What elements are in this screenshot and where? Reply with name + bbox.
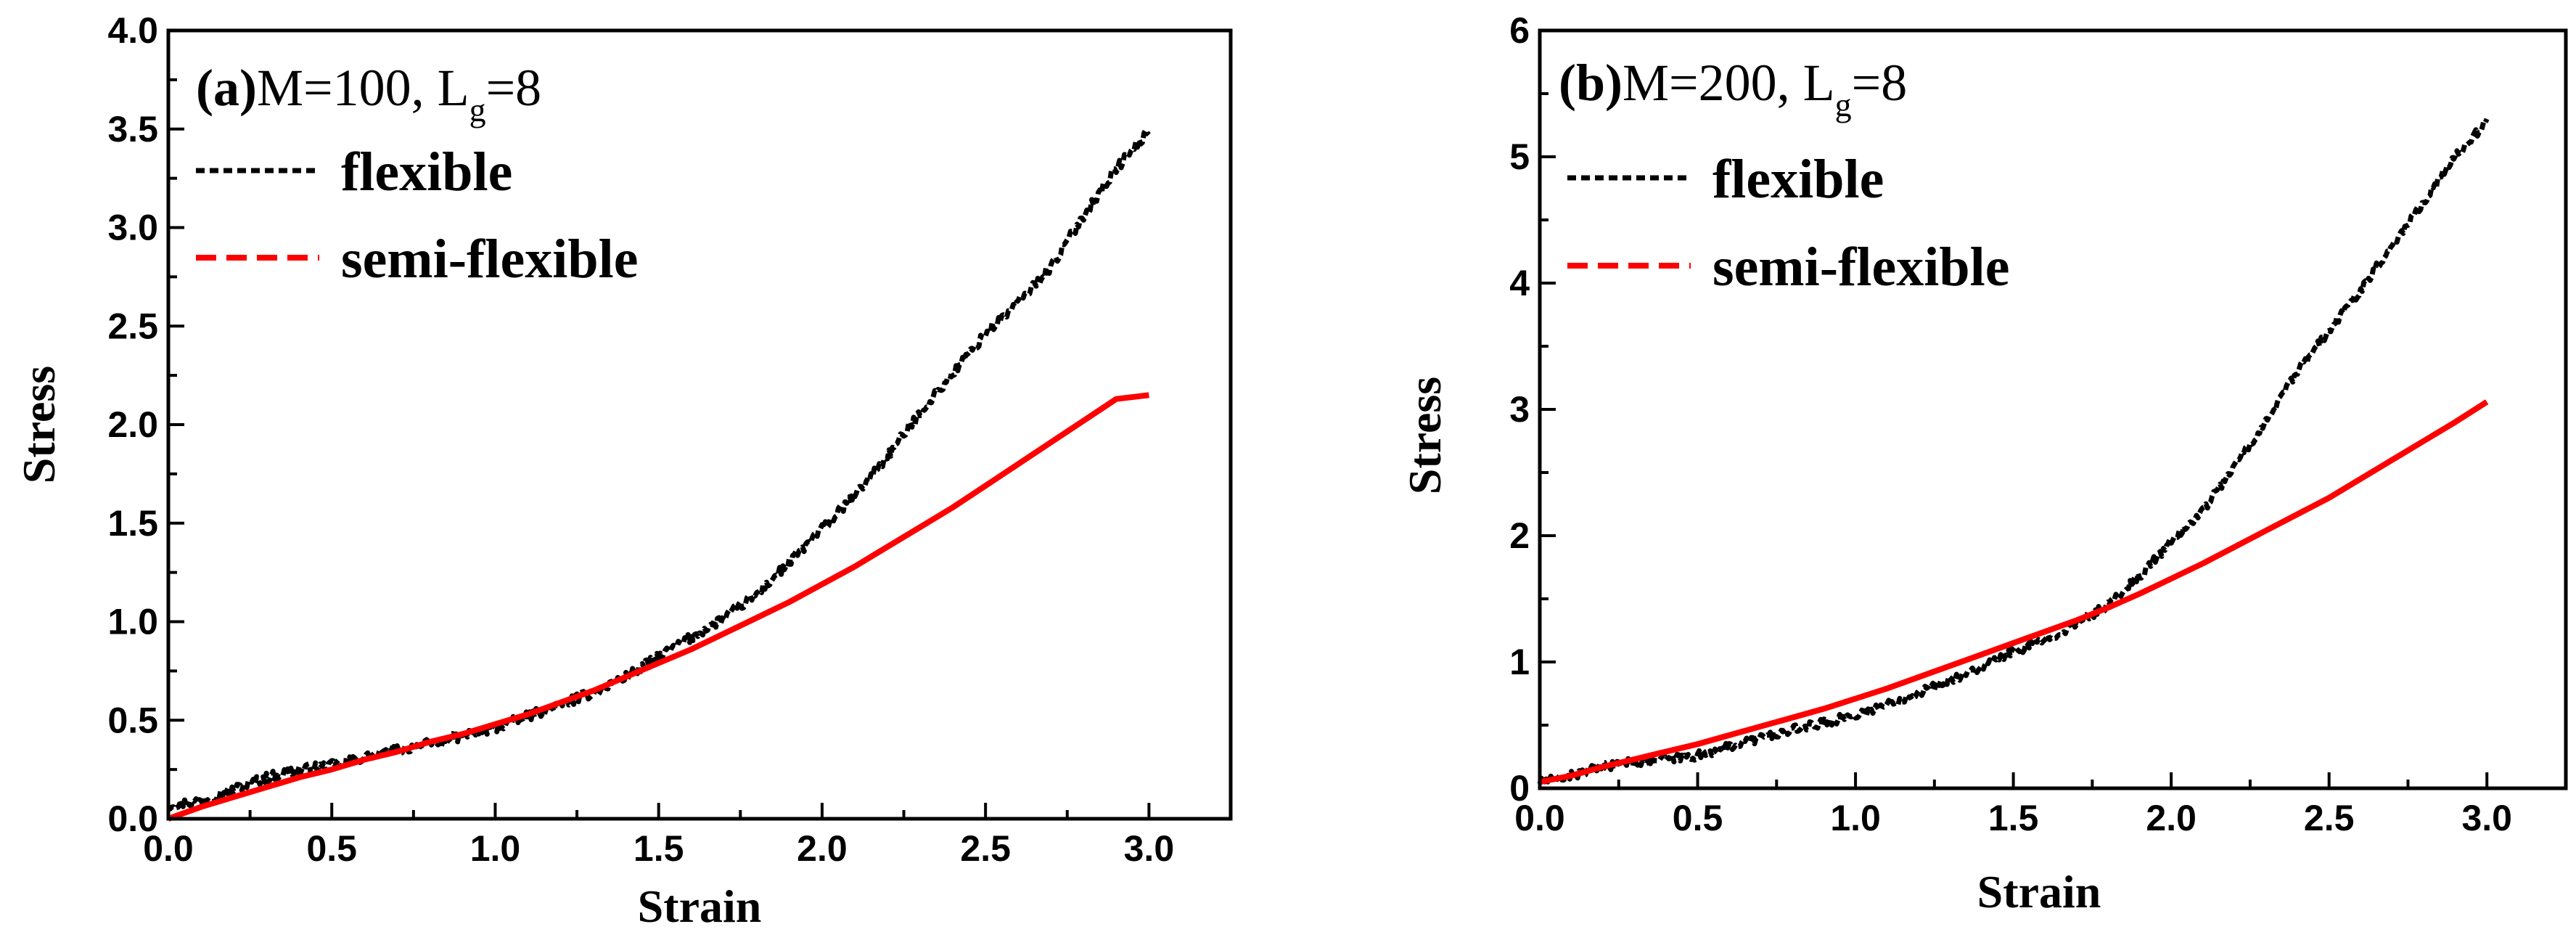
panel-a-x-tick-label: 2.0	[797, 828, 848, 869]
panel-a-y-axis-label: Stress	[13, 366, 65, 483]
panel-b-params-prefix: M=200, L	[1623, 54, 1835, 112]
panel-b-plot-frame	[1538, 28, 2568, 790]
panel-a-x-tick-label: 0.5	[306, 828, 357, 869]
panel-b-legend-flexible-label: flexible	[1712, 149, 1884, 210]
panel-a-chart: 0.0 0.5 1.0 1.5 2.0 2.5 3.0 0.0 0.5 1.0 1.5 2.0 2.5 3…	[13, 10, 1233, 932]
panel-a-title: (a)M=100, Lg=8	[196, 59, 541, 128]
panel-a-y-tick-label: 3.5	[107, 109, 158, 150]
panel-b-title: (b)M=200, Lg=8	[1559, 54, 1907, 123]
panel-a-legend-flexible-label: flexible	[341, 142, 512, 203]
panel-b-tag: (b)	[1559, 54, 1623, 112]
panel-b-y-tick-label: 0	[1509, 768, 1530, 809]
panel-a-series-flexible	[166, 127, 1151, 812]
panel-a-x-tick-label: 3.0	[1124, 828, 1175, 869]
panel-a-x-tick-label: 0.0	[143, 828, 194, 869]
panel-a-x-axis-label: Strain	[638, 880, 762, 932]
panel-b-params-suffix: =8	[1852, 54, 1908, 112]
panel-a-params-subscript: g	[469, 91, 486, 128]
panel-b-series	[1537, 118, 2490, 785]
panel-a-params-suffix: =8	[486, 59, 542, 117]
panel-b-y-tick-label: 2	[1509, 515, 1530, 556]
panel-b-x-tick-label: 0.5	[1673, 798, 1723, 838]
panel-b-x-axis-label: Strain	[1977, 866, 2101, 917]
panel-b-y-tick-label: 5	[1509, 136, 1530, 177]
panel-a-y-tick-label: 2.0	[107, 404, 158, 445]
panel-b-params-subscript: g	[1835, 86, 1852, 123]
panel-a-y-tick-label: 1.0	[107, 602, 158, 642]
panel-a-series-semi-flexible	[167, 392, 1149, 822]
panel-b-y-tick-label: 3	[1509, 389, 1530, 430]
panel-b-y-axis-label: Stress	[1399, 377, 1451, 494]
panel-b-legend-semi-flexible-label: semi-flexible	[1712, 237, 2009, 298]
panel-a-tag: (a)	[196, 59, 257, 117]
panel-a-y-tick-label: 0.0	[107, 798, 158, 839]
panel-a-ticks: 0.0 0.5 1.0 1.5 2.0 2.5 3.0 0.0 0.5 1.0 1.5 2.0 2.5 3…	[107, 10, 1232, 869]
panel-b-x-tick-label: 2.5	[2304, 798, 2355, 838]
panel-b-y-tick-label: 4	[1509, 263, 1530, 303]
panel-a-legend-semi-flexible-label: semi-flexible	[341, 229, 638, 290]
panel-a-x-tick-label: 1.5	[633, 828, 684, 869]
panel-a-legend: flexible semi-flexible	[196, 142, 638, 290]
panel-b-series-semi-flexible	[1539, 399, 2489, 785]
panel-b-chart: 0.0 0.5 1.0 1.5 2.0 2.5 3.0 0 1 2 3 4 5 6 Strain Stre…	[1399, 10, 2568, 917]
panel-b-series-flexible	[1537, 118, 2490, 785]
panel-b-ticks: 0.0 0.5 1.0 1.5 2.0 2.5 3.0 0 1 2 3 4 5 6	[1509, 10, 2567, 838]
panel-b-y-tick-label: 1	[1509, 642, 1530, 682]
panel-a-y-tick-label: 1.5	[107, 503, 158, 544]
panel-a-y-tick-label: 0.5	[107, 700, 158, 740]
panel-b-y-tick-label: 6	[1509, 10, 1530, 51]
panel-a-series	[166, 127, 1151, 822]
panel-b-x-tick-label: 1.0	[1830, 798, 1881, 838]
panel-b-x-tick-label: 3.0	[2461, 798, 2512, 838]
panel-a-plot-frame	[166, 28, 1233, 821]
panel-a-y-tick-label: 4.0	[107, 10, 158, 51]
panel-a-x-tick-label: 2.5	[960, 828, 1011, 869]
panel-a-params-prefix: M=100, L	[257, 59, 469, 117]
panel-b-x-tick-label: 1.5	[1988, 798, 2039, 838]
panel-b-x-tick-label: 2.0	[2146, 798, 2196, 838]
panel-a-x-tick-label: 1.0	[470, 828, 521, 869]
panel-a-y-tick-label: 2.5	[107, 306, 158, 346]
panel-b-legend: flexible semi-flexible	[1567, 149, 2009, 298]
panel-b-x-tick-label: 0.0	[1514, 798, 1565, 838]
panel-a-y-tick-label: 3.0	[107, 208, 158, 248]
